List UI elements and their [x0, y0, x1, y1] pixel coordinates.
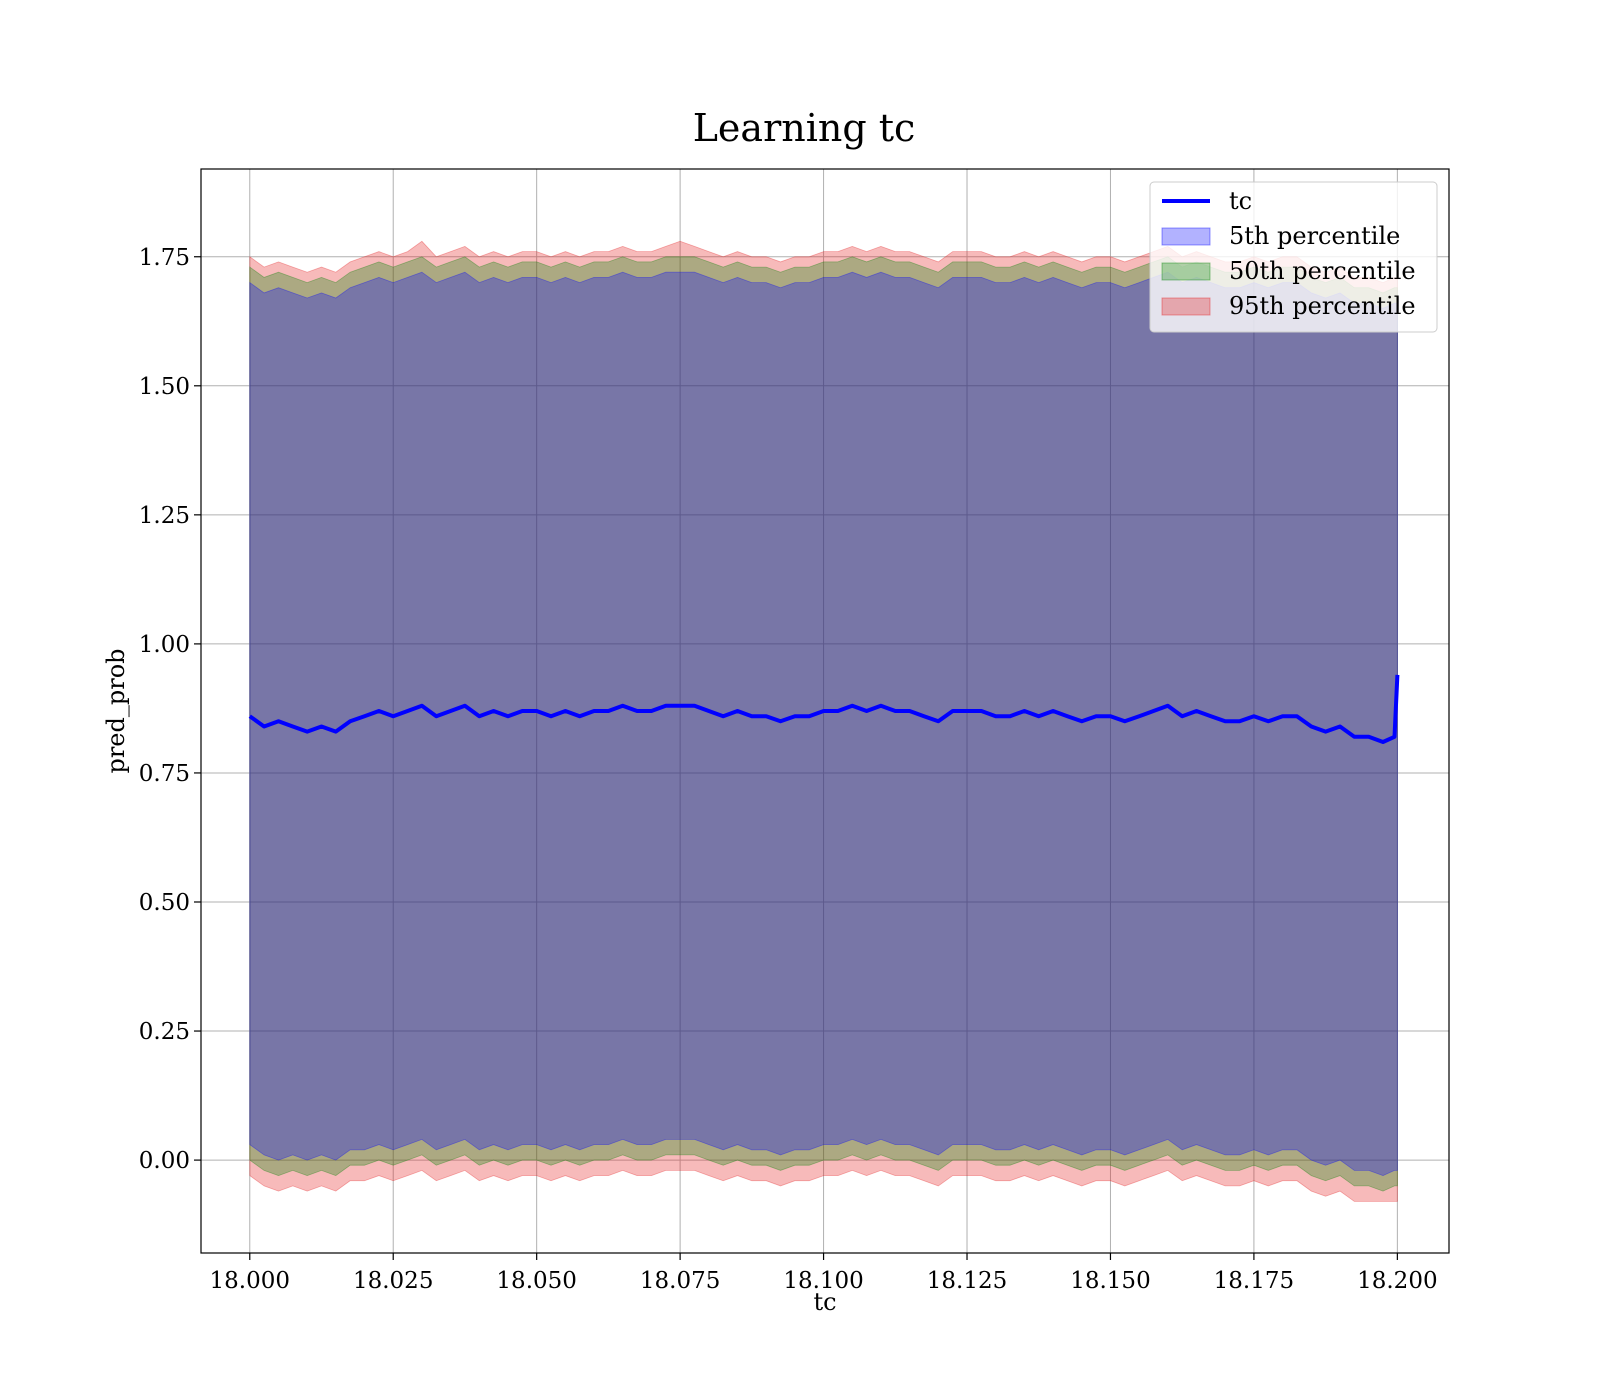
x-tick-label: 18.175 [1214, 1268, 1294, 1294]
x-axis-ticks: 18.000 18.025 18.050 18.075 18.100 18.125 18.1… [210, 1253, 1438, 1294]
tc-line-layer [248, 674, 1400, 744]
legend-item: tc [1162, 187, 1252, 215]
y-axis-label: pred_prob [102, 648, 130, 773]
y-axis-ticks: 0.00 0.25 0.50 0.75 1.00 1.25 1.50 1.75 [139, 245, 201, 1174]
legend-swatch-patch [1161, 297, 1211, 316]
x-tick-label: 18.050 [496, 1268, 576, 1294]
x-axis-label: tc [813, 1288, 836, 1316]
y-tick-label: 1.75 [139, 245, 190, 271]
percentile-bands [249, 240, 1398, 1202]
legend-item: 50th percentile [1161, 257, 1416, 285]
x-tick-label: 18.075 [640, 1268, 720, 1294]
chart-title: Learning tc [693, 106, 916, 150]
x-tick-label: 18.100 [783, 1268, 863, 1294]
legend: tc 5th percentile 50th percentile 95th perc… [1149, 181, 1438, 333]
x-tick-label: 18.000 [210, 1268, 290, 1294]
x-tick-label: 18.025 [353, 1268, 433, 1294]
legend-item: 95th percentile [1161, 292, 1416, 320]
band-5th-percentile [249, 271, 1398, 1177]
legend-swatch-patch [1161, 262, 1211, 281]
x-tick-label: 18.150 [1070, 1268, 1150, 1294]
y-tick-label: 0.00 [139, 1148, 190, 1174]
legend-label: 50th percentile [1229, 257, 1416, 285]
legend-label: 95th percentile [1229, 292, 1416, 320]
x-tick-label: 18.125 [927, 1268, 1007, 1294]
y-tick-label: 1.50 [139, 374, 190, 400]
band-95th-percentile [249, 240, 1398, 1202]
legend-swatch-patch [1161, 227, 1211, 246]
legend-box [1149, 181, 1438, 333]
y-tick-label: 1.00 [139, 632, 190, 658]
y-tick-label: 0.75 [139, 761, 190, 787]
legend-item: 5th percentile [1161, 222, 1400, 250]
plot-frame [200, 168, 1450, 1254]
y-tick-label: 0.50 [139, 890, 190, 916]
y-tick-label: 0.25 [139, 1019, 190, 1045]
tc-line [248, 674, 1400, 744]
y-tick-label: 1.25 [139, 503, 190, 529]
legend-label: 5th percentile [1229, 222, 1400, 250]
legend-label: tc [1229, 187, 1252, 215]
x-tick-label: 18.200 [1357, 1268, 1437, 1294]
band-50th-percentile [249, 256, 1398, 1192]
